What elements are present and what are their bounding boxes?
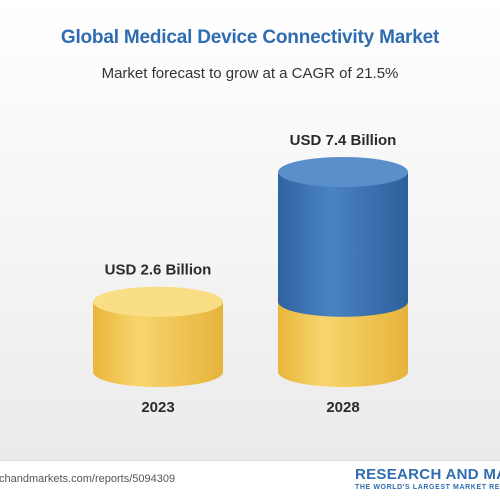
chart-title: Global Medical Device Connectivity Marke… [60,27,440,48]
bar-base-segment [278,301,408,387]
source-url: chandmarkets.com/reports/5094309 [0,473,176,485]
footer-bar: chandmarkets.com/reports/5094309 RESEARC… [0,460,500,501]
category-tick-label: 2028 [326,399,359,416]
chart-subtitle: Market forecast to grow at a CAGR of 21.… [101,65,399,82]
category-tick-label: 2023 [141,399,174,416]
brand-logo: RESEARCH AND MARKETS THE WORLD'S LARGEST… [355,466,500,491]
bar-value-label: USD 2.6 Billion [105,262,212,279]
bar-value-label: USD 7.4 Billion [290,132,397,149]
cylinder-bar-chart: USD 2.6 Billion 2023 USD 7.4 Billion 2028 [93,132,408,416]
bar-base-segment [93,301,223,387]
bar-top-cap [93,286,223,317]
bar-top-cap [278,157,408,187]
brand-name: RESEARCH AND MARKETS [355,466,500,483]
brand-tagline: THE WORLD'S LARGEST MARKET RESEARCH STOR… [355,484,500,491]
bar-growth-segment [278,172,408,317]
